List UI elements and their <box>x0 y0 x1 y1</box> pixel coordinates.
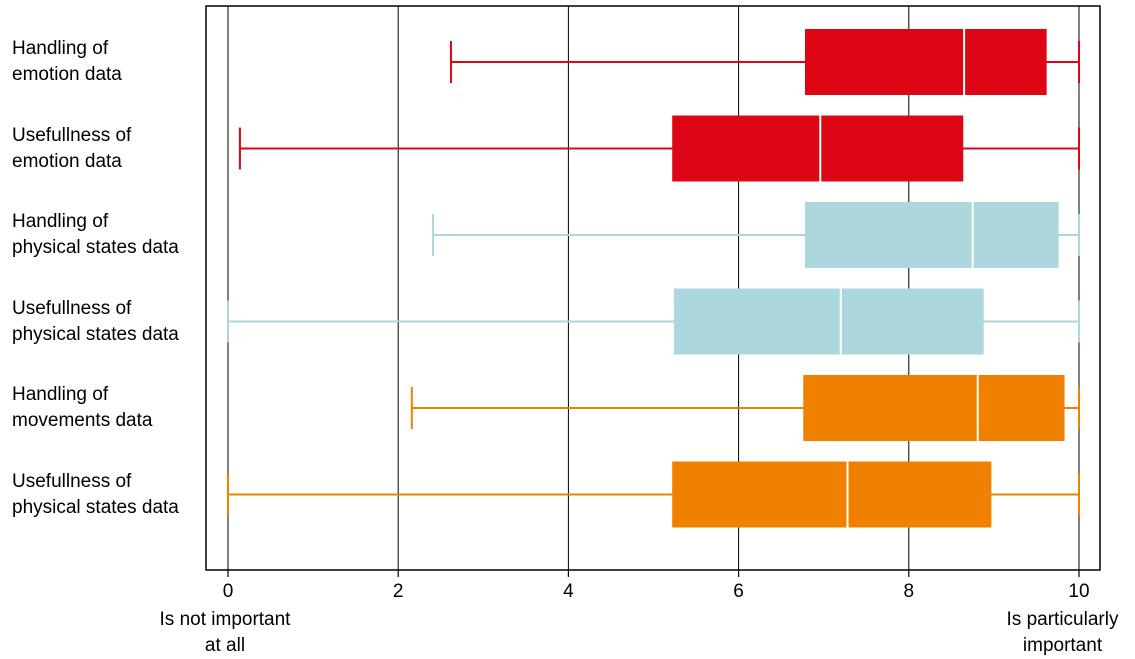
tick-label-2: 2 <box>393 581 404 602</box>
category-label-line: Handling of <box>12 384 109 405</box>
tick-label-6: 6 <box>733 581 744 602</box>
x-axis-end-label-right: Is particularly important <box>990 607 1135 659</box>
category-label-3: Usefullness of physical states data <box>12 296 212 348</box>
iqr-box <box>804 202 1059 268</box>
iqr-box <box>804 29 1047 95</box>
category-label-5: Usefullness of physical states data <box>12 469 212 521</box>
x-axis-end-label-left: Is not important at all <box>130 607 320 659</box>
category-label-line: physical states data <box>12 323 179 345</box>
box-row-4 <box>410 375 1080 441</box>
end-label-left-line-1: Is not important <box>159 609 291 630</box>
box-row-0 <box>449 29 1080 95</box>
iqr-box <box>672 115 964 182</box>
category-label-line: emotion data <box>12 64 122 85</box>
tick-label-4: 4 <box>563 581 574 602</box>
end-label-right-line-2: important <box>1022 635 1103 656</box>
category-label-2: Handling of physical states data <box>12 209 212 261</box>
category-label-1: Usefullness of emotion data <box>12 123 212 175</box>
category-label-line: physical states data <box>12 496 179 518</box>
category-label-line: Usefullness of <box>12 297 132 319</box>
x-axis-ticks: 0 2 4 6 8 10 <box>223 570 1090 602</box>
box-row-1 <box>238 115 1080 182</box>
iqr-box <box>803 375 1065 441</box>
end-label-right-line-1: Is particularly <box>1006 609 1119 630</box>
category-label-line: Handling of <box>12 211 109 232</box>
category-label-line: movements data <box>12 410 153 431</box>
category-label-0: Handling of emotion data <box>12 36 212 88</box>
box-series <box>227 29 1080 528</box>
iqr-box <box>673 288 984 355</box>
category-label-line: physical states data <box>12 237 179 258</box>
box-row-5 <box>227 461 1080 528</box>
box-row-2 <box>432 202 1080 268</box>
tick-label-0: 0 <box>223 581 234 602</box>
category-label-4: Handling of movements data <box>12 382 212 434</box>
iqr-box <box>672 461 992 528</box>
category-label-line: Handling of <box>12 38 109 59</box>
end-label-left-line-2: at all <box>204 635 246 656</box>
tick-label-8: 8 <box>904 581 915 602</box>
plot-frame <box>205 5 1101 571</box>
tick-label-10: 10 <box>1068 581 1089 602</box>
category-label-line: emotion data <box>12 150 122 172</box>
category-label-line: Usefullness of <box>12 124 132 146</box>
category-label-line: Usefullness of <box>12 470 132 492</box>
box-row-3 <box>227 288 1080 355</box>
